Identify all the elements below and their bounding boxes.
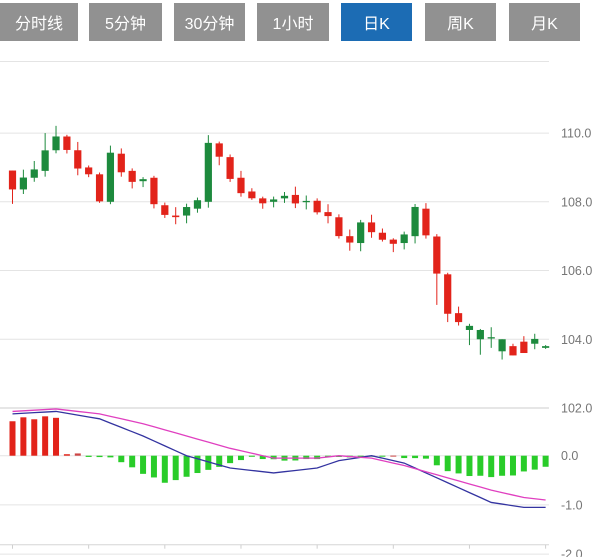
svg-text:108.0: 108.0 (561, 195, 592, 209)
svg-text:106.0: 106.0 (561, 264, 592, 278)
svg-text:-1.0: -1.0 (561, 498, 583, 512)
svg-text:104.0: 104.0 (561, 333, 592, 347)
svg-text:0.0: 0.0 (561, 449, 578, 463)
svg-text:-2.0: -2.0 (561, 548, 583, 557)
svg-text:110.0: 110.0 (561, 127, 591, 141)
svg-text:102.0: 102.0 (561, 402, 592, 416)
